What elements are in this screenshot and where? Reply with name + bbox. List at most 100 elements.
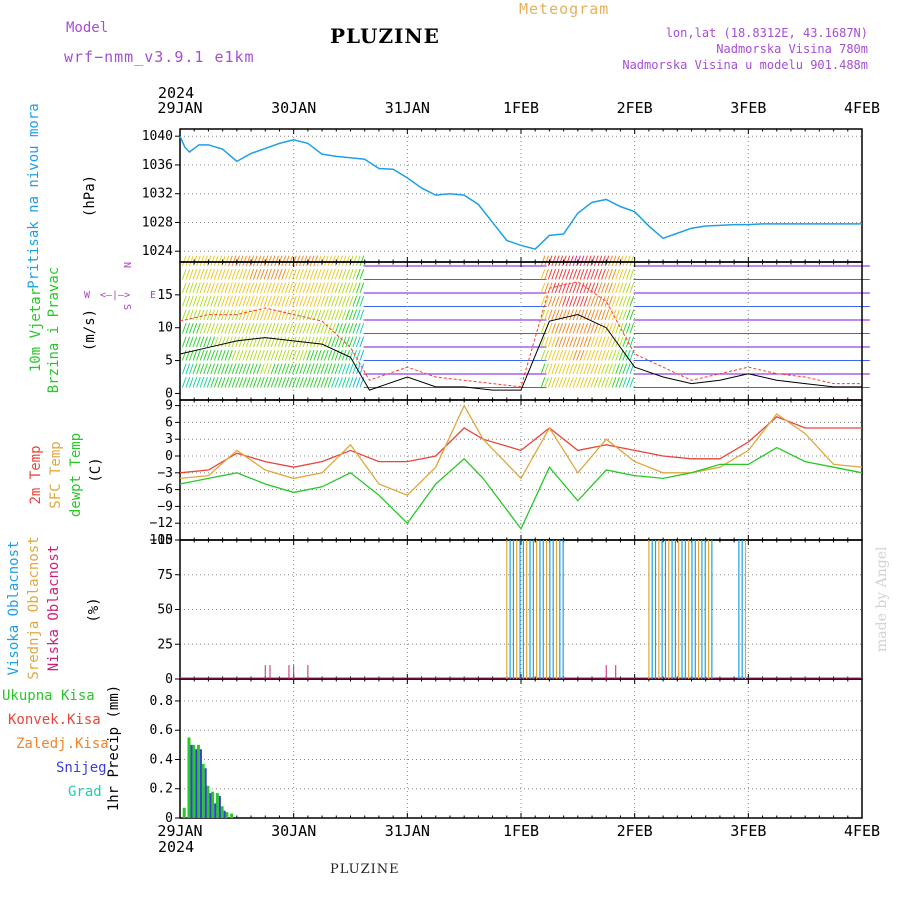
wind-barb	[569, 322, 574, 334]
wind-barb	[277, 349, 283, 361]
wind-barb	[238, 295, 244, 307]
wind-barb	[593, 363, 599, 375]
precip-total-bar	[230, 813, 234, 818]
wind-barb	[338, 268, 343, 280]
wind-barb	[288, 268, 294, 280]
x-label-top: 4FEB	[844, 99, 880, 117]
wind-barb	[309, 336, 315, 348]
wind-barb	[189, 255, 194, 267]
wind-barb	[277, 376, 283, 388]
wind-barb	[597, 349, 603, 361]
wind-barb	[238, 309, 244, 321]
wind-barb	[295, 282, 301, 294]
wind-barb	[341, 363, 347, 375]
wind-barb	[593, 322, 599, 334]
wind-barb	[274, 282, 279, 294]
wind-barb	[604, 295, 610, 307]
wind-barb	[292, 282, 297, 294]
wind-barb	[558, 336, 564, 348]
precip-total-bar	[206, 785, 210, 818]
wind-barb	[242, 376, 247, 388]
wind-barb	[579, 363, 585, 375]
wind-barb	[217, 363, 223, 375]
wind-barb	[260, 309, 265, 321]
wind-barb	[306, 336, 311, 348]
wind-barb	[277, 309, 283, 321]
wind-barb	[323, 363, 329, 375]
temperature-ytick-label: −15	[150, 533, 173, 548]
temperature-ytick-label: −9	[157, 499, 173, 514]
wind-barb	[615, 363, 620, 375]
wind-barb	[245, 295, 251, 307]
model-elevation-text: Nadmorska Visina u modelu 901.488m	[622, 58, 868, 72]
wind-barb	[338, 309, 343, 321]
precip-legend-item: Snijeg	[56, 760, 107, 776]
wind-barb	[309, 255, 315, 267]
cloud-ytick-label: 0	[165, 672, 173, 687]
wind-barb	[622, 255, 628, 267]
wind-barb	[203, 349, 208, 361]
wind-barb	[284, 363, 290, 375]
wind-barb	[618, 322, 624, 334]
wind-barb	[547, 309, 553, 321]
wind-barb	[302, 322, 308, 334]
wind-barb	[245, 349, 251, 361]
wind-barb	[565, 309, 571, 321]
wind-barb	[547, 363, 553, 375]
wind-barb	[629, 376, 635, 388]
wind-barb	[313, 336, 319, 348]
x-label-top: 2FEB	[617, 99, 653, 117]
wind-barb	[551, 255, 557, 267]
wind-barb	[583, 255, 588, 267]
wind-barb	[181, 363, 187, 375]
wind-barb	[245, 282, 251, 294]
wind-barb	[345, 322, 350, 334]
wind-barb	[551, 282, 557, 294]
wind-barb	[288, 309, 294, 321]
wind-barb	[270, 295, 276, 307]
wind-barb	[256, 363, 262, 375]
wind-barb	[235, 309, 240, 321]
wind-barb	[554, 363, 560, 375]
wind-barb	[206, 255, 212, 267]
wind-barb	[267, 376, 272, 388]
wind-barb	[601, 255, 606, 267]
wind-barb	[622, 376, 628, 388]
wind-barb	[359, 268, 365, 280]
wind-barb	[345, 349, 350, 361]
wind-barb	[185, 363, 191, 375]
wind-barb	[334, 295, 340, 307]
wind-barb	[206, 309, 212, 321]
wind-barb	[618, 295, 624, 307]
wind-barb	[323, 282, 329, 294]
wind-barb	[583, 336, 588, 348]
wind-barb	[231, 376, 237, 388]
precip-legend-item: Konvek.Kisa	[8, 712, 101, 728]
wind-barb	[327, 336, 333, 348]
wind-barb	[355, 322, 361, 334]
wind-barb	[256, 309, 262, 321]
wind-barb	[181, 282, 187, 294]
wind-barb	[199, 255, 205, 267]
wind-barb	[267, 282, 272, 294]
wind-barb	[540, 376, 546, 388]
wind-barb	[213, 349, 219, 361]
wind-barb	[590, 349, 596, 361]
wind-barb	[228, 363, 233, 375]
wind-barb	[206, 336, 212, 348]
wind-barb	[604, 268, 610, 280]
precip-snow-bar	[223, 810, 226, 818]
wind-barb	[352, 336, 358, 348]
wind-barb	[540, 295, 546, 307]
wind-barb	[228, 349, 233, 361]
wind-barb	[334, 309, 340, 321]
wind-barb	[593, 349, 599, 361]
wind-barb	[316, 295, 322, 307]
wind-barb	[611, 363, 617, 375]
temperature-ytick-label: 0	[165, 449, 173, 464]
wind-barb	[572, 268, 578, 280]
wind-barb	[256, 282, 262, 294]
year-top: 2024	[158, 84, 195, 102]
wind-barb	[210, 282, 216, 294]
wind-barb	[299, 309, 304, 321]
